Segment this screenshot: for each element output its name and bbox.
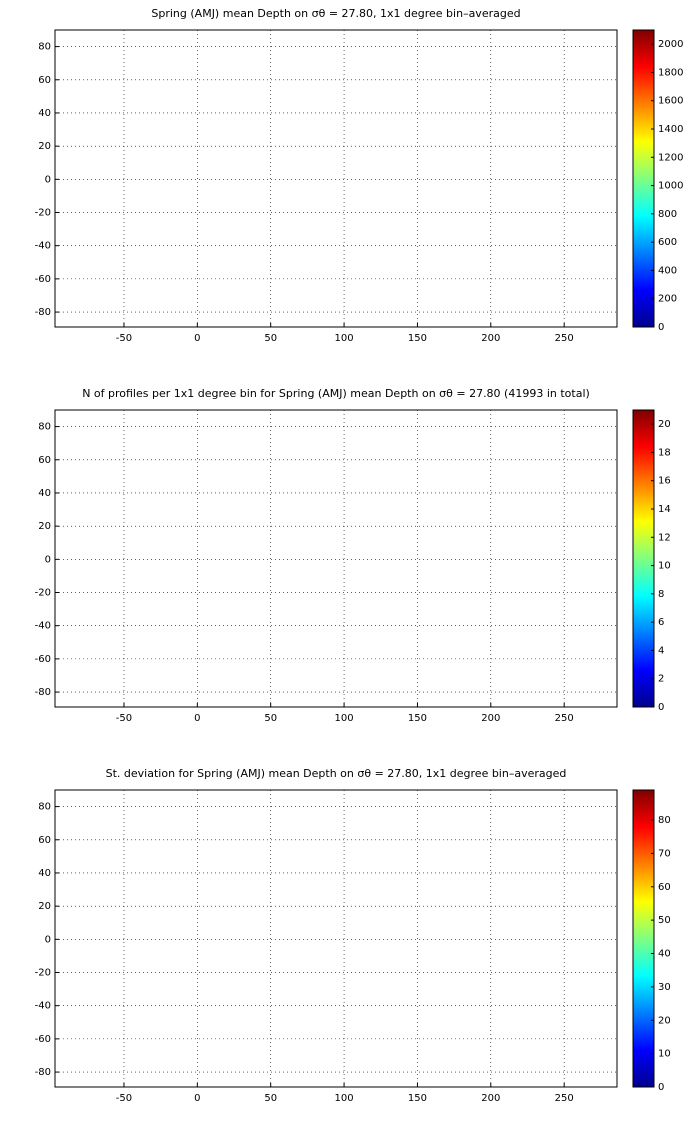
colorbar-tick-label: 50: [658, 915, 671, 926]
axes-frame: [54, 29, 618, 328]
colorbar-tick-label: 200: [658, 294, 677, 305]
x-tick-label: 50: [264, 1093, 277, 1104]
colorbar-tick-label: 0: [658, 1082, 664, 1093]
x-tick-label: 200: [481, 713, 500, 724]
y-tick-label: 20: [38, 521, 51, 532]
colorbar-tick-label: 16: [658, 476, 671, 487]
chart-title: St. deviation for Spring (AMJ) mean Dept…: [106, 767, 567, 780]
colorbar-tick-label: 80: [658, 815, 671, 826]
y-tick-label: 40: [38, 108, 51, 119]
y-tick-label: 60: [38, 455, 51, 466]
colorbar-tick-label: 800: [658, 209, 677, 220]
colorbar-tick-label: 600: [658, 237, 677, 248]
x-tick-label: 0: [194, 713, 200, 724]
colorbar-tick-label: 1200: [658, 152, 683, 163]
y-tick-label: 0: [45, 554, 51, 565]
x-tick-label: 0: [194, 1093, 200, 1104]
colorbar-tick-label: 10: [658, 561, 671, 572]
y-tick-label: 20: [38, 141, 51, 152]
y-tick-label: 80: [38, 802, 51, 813]
y-tick-label: 40: [38, 488, 51, 499]
y-tick-label: 60: [38, 75, 51, 86]
y-tick-label: -60: [35, 1034, 51, 1045]
y-tick-label: 0: [45, 174, 51, 185]
x-tick-label: 250: [555, 1093, 574, 1104]
y-tick-label: -20: [35, 968, 51, 979]
colorbar-tick-label: 12: [658, 532, 671, 543]
y-tick-label: 80: [38, 42, 51, 53]
colorbar-tick-label: 30: [658, 982, 671, 993]
y-tick-label: -40: [35, 241, 51, 252]
colorbar-tick-label: 6: [658, 617, 664, 628]
y-tick-label: -20: [35, 208, 51, 219]
y-tick-label: 80: [38, 422, 51, 433]
colorbar-tick-label: 8: [658, 589, 664, 600]
x-tick-label: 150: [408, 333, 427, 344]
colorbar-tick-label: 4: [658, 645, 664, 656]
colorbar: [632, 789, 655, 1088]
y-tick-label: -40: [35, 621, 51, 632]
y-tick-label: 60: [38, 835, 51, 846]
plot-area: [55, 410, 617, 707]
plot-area: [55, 30, 617, 327]
y-tick-label: -40: [35, 1001, 51, 1012]
colorbar-tick-label: 2000: [658, 39, 683, 50]
x-tick-label: 150: [408, 713, 427, 724]
colorbar-tick-label: 400: [658, 265, 677, 276]
chart-title: N of profiles per 1x1 degree bin for Spr…: [82, 387, 590, 400]
x-tick-label: 100: [335, 713, 354, 724]
colorbar: [632, 29, 655, 328]
colorbar-tick-label: 40: [658, 949, 671, 960]
y-tick-label: -60: [35, 274, 51, 285]
x-tick-label: 200: [481, 1093, 500, 1104]
y-tick-label: 0: [45, 934, 51, 945]
colorbar-tick-label: 10: [658, 1049, 671, 1060]
y-tick-label: -80: [35, 1067, 51, 1078]
colorbar-tick-label: 1000: [658, 181, 683, 192]
axes-frame: [54, 789, 618, 1088]
colorbar-tick-label: 20: [658, 1015, 671, 1026]
y-tick-label: 40: [38, 868, 51, 879]
colorbar-tick-label: 20: [658, 419, 671, 430]
x-tick-label: 100: [335, 1093, 354, 1104]
colorbar-tick-label: 1400: [658, 124, 683, 135]
x-tick-label: 50: [264, 333, 277, 344]
colorbar-tick-label: 60: [658, 882, 671, 893]
colorbar: [632, 409, 655, 708]
y-tick-label: -20: [35, 588, 51, 599]
x-tick-label: 200: [481, 333, 500, 344]
colorbar-tick-label: 18: [658, 447, 671, 458]
x-tick-label: 250: [555, 713, 574, 724]
y-tick-label: -80: [35, 307, 51, 318]
y-tick-label: 20: [38, 901, 51, 912]
plot-area: [55, 790, 617, 1087]
x-tick-label: -50: [116, 333, 132, 344]
x-tick-label: 50: [264, 713, 277, 724]
x-tick-label: -50: [116, 1093, 132, 1104]
colorbar-tick-label: 2: [658, 674, 664, 685]
x-tick-label: 250: [555, 333, 574, 344]
x-tick-label: -50: [116, 713, 132, 724]
x-tick-label: 150: [408, 1093, 427, 1104]
x-tick-label: 100: [335, 333, 354, 344]
x-tick-label: 0: [194, 333, 200, 344]
colorbar-tick-label: 14: [658, 504, 671, 515]
colorbar-tick-label: 1800: [658, 67, 683, 78]
colorbar-tick-label: 0: [658, 702, 664, 713]
colorbar-tick-label: 0: [658, 322, 664, 333]
colorbar-tick-label: 70: [658, 848, 671, 859]
y-tick-label: -80: [35, 687, 51, 698]
colorbar-tick-label: 1600: [658, 96, 683, 107]
chart-title: Spring (AMJ) mean Depth on σθ = 27.80, 1…: [151, 7, 520, 20]
axes-frame: [54, 409, 618, 708]
y-tick-label: -60: [35, 654, 51, 665]
